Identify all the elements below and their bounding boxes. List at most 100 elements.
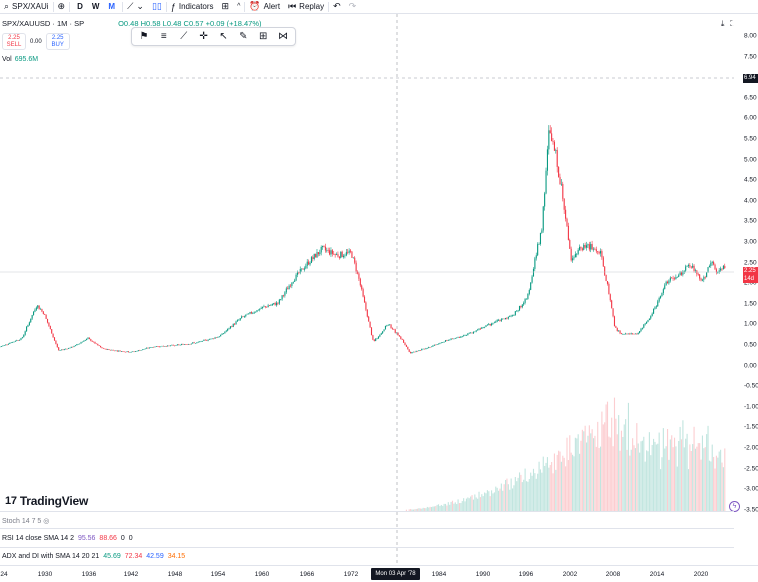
candle-body — [619, 330, 621, 334]
eye-off-icon[interactable]: ◎ — [43, 518, 50, 525]
interval-w[interactable]: W — [91, 2, 100, 11]
candle-body — [682, 271, 684, 275]
candle-body — [310, 257, 313, 263]
volume-bar — [414, 509, 416, 511]
brush-icon[interactable]: ✎ — [239, 31, 248, 42]
templates-button[interactable]: ⊞ — [218, 0, 234, 13]
candle-body — [167, 345, 169, 347]
candle-body — [5, 344, 7, 346]
candle-body — [384, 326, 387, 330]
time-axis[interactable]: Mon 03 Apr '78 24 1930 1936 1942 1948 1954 196… — [0, 565, 758, 582]
candle-body — [248, 313, 250, 315]
price-scale[interactable] — [734, 14, 758, 511]
candle-body — [492, 323, 494, 324]
candle-body — [232, 323, 234, 327]
candle-body — [440, 342, 442, 344]
candle-body — [555, 150, 557, 151]
compare-button[interactable]: ⊕ — [54, 0, 70, 13]
candle-body — [687, 265, 690, 267]
legend-title[interactable]: SPX/XAUUSD · 1M · SP — [2, 19, 84, 28]
candle-body — [340, 251, 342, 258]
replay-button[interactable]: ⏮ Replay — [284, 0, 328, 13]
volume-bar — [472, 499, 474, 511]
candle-body — [119, 350, 121, 352]
candle-body — [425, 348, 427, 350]
candle-body — [56, 343, 58, 348]
candle-body — [278, 299, 280, 304]
candles-group — [0, 125, 726, 354]
candle-body — [530, 282, 532, 291]
candle-body — [329, 250, 331, 255]
candle-body — [426, 348, 428, 349]
measure-icon[interactable]: ⊞ — [258, 31, 268, 42]
candle-body — [573, 257, 575, 259]
trendline-icon[interactable]: ⟋ — [180, 31, 188, 42]
time-label: 1942 — [123, 571, 139, 578]
fib-icon[interactable]: ≡ — [160, 31, 167, 42]
time-label: 2014 — [649, 571, 665, 578]
candle-body — [52, 333, 54, 338]
volume-bar — [411, 509, 413, 511]
candle-body — [701, 279, 704, 281]
candle-body — [108, 349, 110, 350]
candle-body — [199, 341, 201, 343]
candle-body — [281, 295, 283, 300]
volume-bar — [692, 444, 694, 511]
candle-body — [208, 339, 211, 340]
candle-body — [341, 251, 343, 258]
volume-bar — [689, 444, 691, 511]
candle-body — [651, 313, 653, 317]
candle-body — [220, 334, 222, 337]
indicators-button[interactable]: ƒ Indicators — [167, 0, 218, 13]
candle-body — [563, 198, 565, 210]
chart-type-line-button[interactable]: ⟋ ⌄ — [123, 0, 148, 13]
chart-corner-icons: ⤓ ⛶ — [721, 19, 736, 29]
volume-bar — [412, 509, 414, 511]
lightning-icon[interactable]: ϟ — [729, 501, 740, 512]
chart-type-candle-button[interactable]: ▯▯ — [148, 0, 166, 13]
volume-bar — [622, 436, 624, 511]
redo-button[interactable]: ↷ — [345, 0, 361, 13]
candle-body — [493, 322, 495, 324]
candle-body — [87, 337, 89, 339]
price-chart[interactable] — [0, 14, 734, 565]
candle-body — [660, 296, 662, 298]
candle-body — [17, 340, 19, 341]
candle-body — [396, 332, 398, 334]
pattern-icon[interactable]: ⋈ — [278, 31, 289, 42]
symbol-search-button[interactable]: ⌕ SPX/XAUi — [0, 0, 53, 13]
candle-body — [422, 348, 424, 350]
candle-body — [144, 348, 146, 350]
candle-body — [217, 337, 219, 338]
crosshair-icon[interactable]: ✛ — [199, 31, 208, 42]
candle-body — [27, 325, 29, 327]
volume-bar — [693, 426, 695, 511]
stoch-label[interactable]: Stoch 14 7 5 — [2, 518, 42, 525]
candle-body — [379, 334, 381, 337]
download-icon[interactable]: ⤓ — [720, 19, 725, 28]
candle-body — [552, 141, 554, 142]
interval-m[interactable]: M — [108, 2, 116, 11]
alert-button[interactable]: ⏰ Alert — [245, 0, 284, 13]
volume-bar — [500, 483, 502, 511]
sell-button[interactable]: 2.25 SELL — [2, 33, 26, 50]
candle-body — [66, 348, 68, 350]
adx-label[interactable]: ADX and DI with SMA 14 20 21 — [2, 553, 100, 560]
volume-bar — [636, 423, 638, 511]
cursor-icon[interactable]: ↖ — [219, 31, 228, 42]
candle-body — [588, 244, 590, 250]
volume-bar — [632, 438, 634, 511]
candle-body — [680, 272, 683, 275]
interval-d[interactable]: D — [77, 2, 83, 11]
buy-button[interactable]: 2.25 BUY — [45, 33, 70, 50]
flag-icon[interactable]: ⚑ — [139, 31, 149, 42]
candle-body — [435, 344, 437, 346]
undo-button[interactable]: ↶ — [329, 0, 345, 13]
volume-bar — [598, 448, 600, 511]
rsi-label[interactable]: RSI 14 close SMA 14 2 — [2, 535, 74, 542]
candle-body — [210, 338, 212, 340]
templates-chevron[interactable]: ^ — [233, 0, 244, 13]
candle-body — [320, 246, 322, 253]
fullscreen-icon[interactable]: ⛶ — [730, 19, 736, 29]
volume-bar — [700, 459, 702, 511]
